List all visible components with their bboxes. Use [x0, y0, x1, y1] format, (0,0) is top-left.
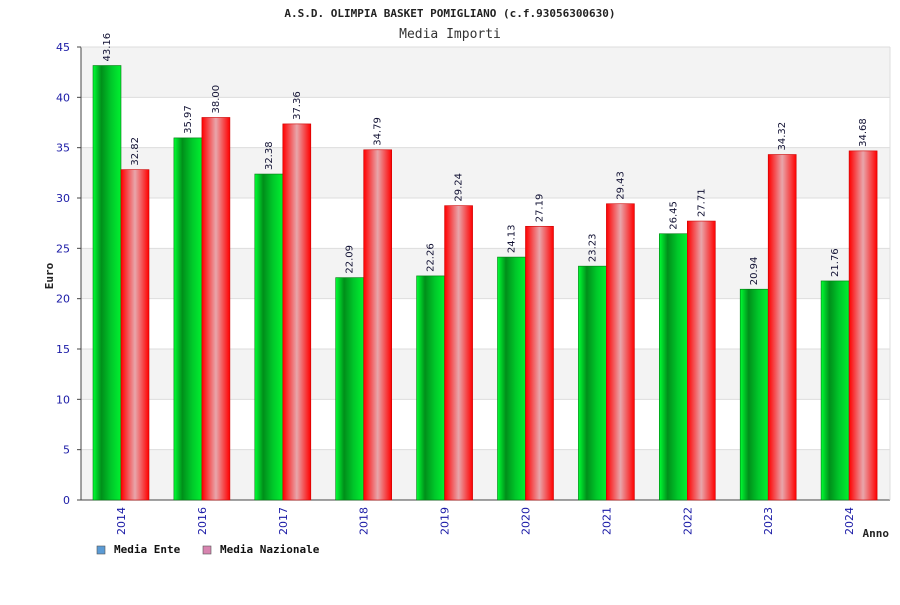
- bar-media-nazionale-2017: [282, 123, 312, 501]
- y-tick-label: 45: [56, 41, 70, 54]
- x-tick-label-2018: 2018: [358, 507, 371, 535]
- value-label-media-nazionale-2022: 27.71: [696, 188, 707, 217]
- legend-label-media-ente: Media Ente: [114, 543, 181, 556]
- legend-swatch-media-ente: [96, 545, 106, 555]
- bar-media-nazionale-2014: [120, 169, 150, 501]
- y-axis-label: Euro: [43, 262, 56, 289]
- value-label-media-nazionale-2024: 34.68: [858, 118, 869, 147]
- chart-title: A.S.D. OLIMPIA BASKET POMIGLIANO (c.f.93…: [284, 7, 615, 20]
- x-axis-label: Anno: [863, 527, 890, 540]
- legend-swatch-media-nazionale: [202, 545, 212, 555]
- bar-media-nazionale-2018: [363, 149, 393, 501]
- value-label-media-nazionale-2020: 27.19: [535, 194, 546, 223]
- value-label-media-ente-2020: 24.13: [507, 224, 518, 253]
- y-tick-label: 0: [63, 494, 70, 507]
- chart-subtitle: Media Importi: [399, 27, 501, 42]
- value-label-media-ente-2014: 43.16: [102, 33, 113, 62]
- bar-media-ente-2023: [739, 288, 769, 501]
- y-tick-label: 5: [63, 444, 70, 457]
- y-tick-label: 30: [56, 192, 70, 205]
- x-tick-label-2022: 2022: [681, 507, 694, 535]
- bar-media-ente-2019: [416, 275, 445, 501]
- value-labels: 43.16 32.82 35.97 38.00 32.38 37.36 22.09 34.79…: [102, 33, 869, 285]
- x-axis-ticks: 2014 2016 2017 2018 2019 2020 2021 2022 2023 2024: [115, 507, 856, 535]
- bar-media-nazionale-2019: [444, 205, 473, 501]
- bar-media-nazionale-2022: [686, 220, 716, 501]
- value-label-media-nazionale-2018: 34.79: [373, 117, 384, 146]
- value-label-media-nazionale-2017: 37.36: [292, 91, 303, 120]
- value-label-media-ente-2016: 35.97: [183, 105, 194, 134]
- bars: [92, 65, 878, 501]
- value-label-media-ente-2021: 23.23: [587, 234, 598, 263]
- value-label-media-nazionale-2014: 32.82: [130, 137, 141, 166]
- grid-band: [81, 47, 890, 98]
- value-label-media-ente-2017: 32.38: [264, 141, 275, 170]
- x-tick-label-2016: 2016: [196, 507, 209, 535]
- bar-media-nazionale-2016: [201, 117, 231, 501]
- value-label-media-nazionale-2019: 29.24: [454, 173, 465, 202]
- bar-media-nazionale-2020: [525, 225, 554, 501]
- value-label-media-ente-2018: 22.09: [345, 245, 356, 274]
- value-label-media-nazionale-2023: 34.32: [777, 122, 788, 151]
- x-tick-label-2014: 2014: [115, 507, 128, 535]
- x-tick-label-2020: 2020: [520, 507, 533, 535]
- bar-media-ente-2017: [254, 173, 284, 501]
- y-tick-label: 40: [56, 91, 70, 104]
- legend: Media Ente Media Nazionale: [96, 543, 320, 556]
- bar-media-ente-2021: [578, 265, 607, 501]
- y-axis-ticks: 0 5 10 15 20 25 30 35 40 45: [56, 41, 81, 507]
- bar-media-nazionale-2023: [767, 154, 797, 501]
- x-tick-label-2023: 2023: [762, 507, 775, 535]
- bar-media-nazionale-2024: [848, 150, 878, 501]
- value-label-media-ente-2023: 20.94: [749, 257, 760, 286]
- bar-media-ente-2024: [820, 280, 850, 501]
- value-label-media-ente-2024: 21.76: [830, 248, 841, 277]
- value-label-media-ente-2022: 26.45: [668, 201, 679, 230]
- bar-media-ente-2022: [658, 233, 688, 501]
- y-tick-label: 35: [56, 142, 70, 155]
- x-tick-label-2017: 2017: [277, 507, 290, 535]
- x-tick-label-2021: 2021: [600, 507, 613, 535]
- value-label-media-nazionale-2021: 29.43: [615, 171, 626, 200]
- y-tick-label: 20: [56, 293, 70, 306]
- value-label-media-nazionale-2016: 38.00: [211, 85, 222, 114]
- legend-label-media-nazionale: Media Nazionale: [220, 543, 320, 556]
- y-tick-label: 15: [56, 343, 70, 356]
- y-tick-label: 10: [56, 393, 70, 406]
- x-tick-label-2024: 2024: [843, 507, 856, 535]
- x-tick-label-2019: 2019: [439, 507, 452, 535]
- bar-media-nazionale-2021: [606, 203, 635, 501]
- bar-media-ente-2020: [497, 256, 526, 501]
- bar-media-ente-2014: [92, 65, 122, 501]
- y-tick-label: 25: [56, 242, 70, 255]
- bar-media-ente-2016: [173, 137, 203, 501]
- value-label-media-ente-2019: 22.26: [426, 243, 437, 272]
- bar-media-ente-2018: [335, 277, 365, 501]
